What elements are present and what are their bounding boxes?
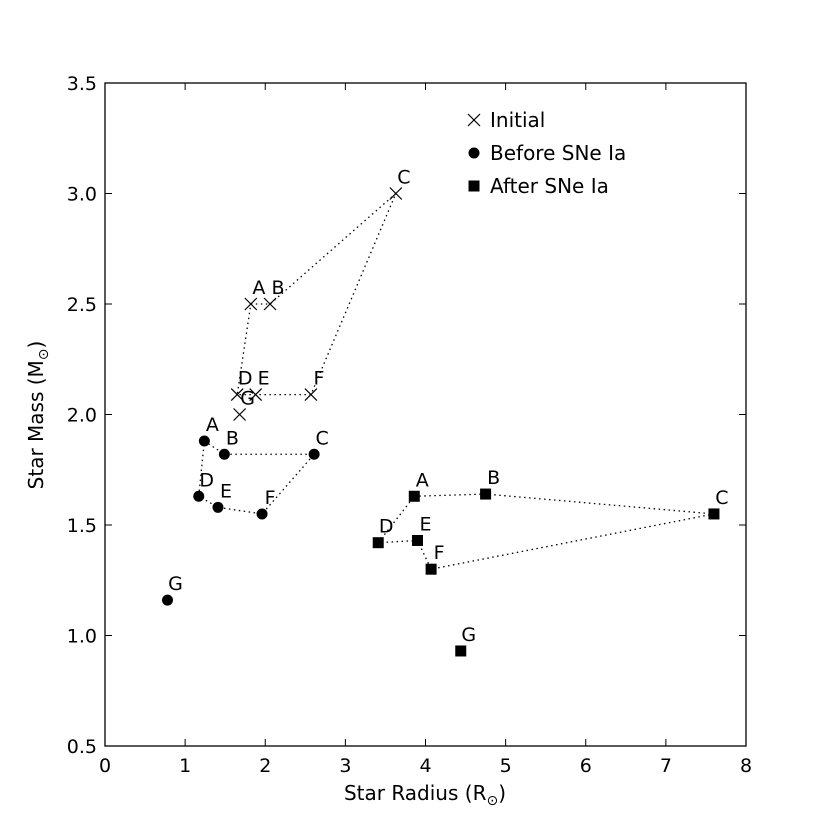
x-tick-label: 3	[339, 755, 351, 777]
initial-marker	[244, 297, 258, 311]
legend-initial-marker	[467, 113, 481, 127]
after-snia-marker	[411, 534, 423, 546]
legend: Initial Before SNe Ia After SNe Ia	[467, 108, 626, 198]
data-points	[161, 187, 720, 657]
x-tick-label: 8	[740, 755, 752, 777]
after-snia-marker	[480, 488, 492, 500]
initial-marker	[304, 388, 318, 402]
point-label: B	[226, 427, 239, 449]
y-tick-label: 2.5	[67, 294, 97, 316]
point-label: C	[397, 167, 410, 189]
x-tick-label: 2	[259, 755, 271, 777]
point-label: F	[313, 368, 324, 390]
after-snia-marker	[455, 645, 467, 657]
y-tick-label: 2.0	[67, 405, 97, 427]
before-snia-marker	[193, 490, 205, 502]
before-snia-marker	[161, 594, 173, 606]
point-label: E	[258, 368, 270, 390]
legend-before-marker	[468, 147, 480, 159]
x-tick-label: 5	[500, 755, 512, 777]
point-label: G	[461, 624, 476, 646]
point-label: D	[238, 368, 253, 390]
point-label: D	[199, 469, 214, 491]
point-label: D	[379, 516, 394, 538]
after-snia-marker	[425, 563, 437, 575]
initial-marker	[233, 408, 247, 421]
point-label: B	[487, 467, 500, 489]
legend-label: Initial	[490, 108, 545, 132]
point-label: C	[315, 427, 328, 449]
axis-ticks: 0 1 2 3 4 5 6 7 8 0.5 1.0 1.5 2.0 2.5 3.0 3.5	[67, 73, 752, 777]
y-tick-label: 1.0	[67, 626, 97, 648]
before-snia-marker	[212, 501, 224, 513]
after-snia-marker	[408, 490, 420, 502]
point-label: C	[715, 487, 728, 509]
point-label: F	[265, 487, 276, 509]
before-snia-marker	[218, 448, 230, 460]
point-label: F	[434, 542, 445, 564]
x-tick-label: 7	[660, 755, 672, 777]
x-tick-label: 6	[580, 755, 592, 777]
y-tick-label: 0.5	[67, 736, 97, 758]
point-label: A	[416, 469, 429, 491]
initial-marker	[249, 388, 263, 402]
after-snia-marker	[708, 508, 720, 520]
initial-marker	[230, 388, 244, 402]
x-tick-label: 0	[99, 755, 111, 777]
legend-label: After SNe Ia	[490, 174, 609, 198]
before-snia-marker	[256, 508, 268, 520]
point-label: A	[252, 277, 265, 299]
point-label: G	[240, 388, 255, 410]
legend-after-marker	[468, 180, 480, 192]
after-snia-marker	[372, 537, 384, 549]
before-snia-marker	[198, 435, 210, 447]
point-label: B	[272, 277, 285, 299]
y-axis-title: Star Mass (M⊙)	[24, 341, 52, 490]
y-tick-label: 3.0	[67, 184, 97, 206]
x-tick-label: 4	[419, 755, 431, 777]
x-axis-title: Star Radius (R⊙)	[344, 781, 506, 809]
before-snia-marker	[308, 448, 320, 460]
y-tick-label: 3.5	[67, 73, 97, 95]
x-tick-label: 1	[179, 755, 191, 777]
initial-marker	[263, 297, 277, 311]
legend-label: Before SNe Ia	[490, 141, 626, 165]
point-label: E	[220, 480, 232, 502]
point-label: E	[419, 513, 431, 535]
y-tick-label: 1.5	[67, 515, 97, 537]
initial-marker	[389, 187, 403, 200]
point-label: A	[206, 414, 219, 436]
point-label: G	[168, 573, 183, 595]
